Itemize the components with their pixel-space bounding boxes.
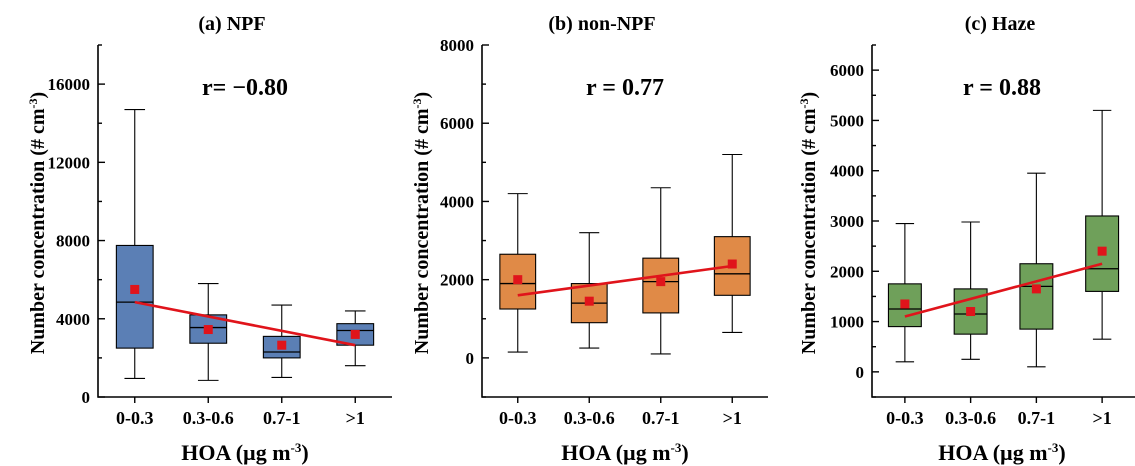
box-iqr [499,253,537,310]
panel-title: (c) Haze [965,13,1036,35]
mean-marker [966,307,976,317]
y-tick-label: 2000 [440,271,474,290]
y-tick-label: 1000 [830,313,864,332]
x-tick-label: 0-0.3 [499,408,537,428]
x-tick-label: 0.3-0.6 [183,408,234,428]
box-plot-1 [499,193,537,353]
x-tick-label: 0-0.3 [116,408,154,428]
correlation-annotation: r = 0.77 [586,75,664,101]
mean-marker [656,277,666,287]
y-tick-label: 8000 [440,36,474,55]
x-tick-label: >1 [1092,408,1111,428]
y-tick-label: 6000 [440,114,474,133]
mean-marker [727,259,737,269]
y-tick-label: 4000 [440,192,474,211]
x-tick-label: >1 [346,408,365,428]
x-tick-label: 0.7-1 [642,408,680,428]
panel-non-npf: (b) non-NPF r = 0.77 HOA (µg m-3) Number… [410,13,768,465]
y-tick-label: 12000 [48,153,91,172]
mean-marker [900,299,910,309]
box-plot-2 [189,283,228,381]
x-tick-label: 0.7-1 [1018,408,1056,428]
panel-title: (a) NPF [198,13,265,35]
box-plot-4 [1085,109,1120,340]
mean-marker [1097,246,1107,256]
mean-marker [277,340,287,350]
panel-title: (b) non-NPF [548,13,655,35]
mean-marker [1031,284,1041,294]
correlation-annotation: r= −0.80 [202,75,288,101]
trend-line [904,262,1103,318]
y-tick-label: 2000 [830,262,864,281]
box-plot-2 [570,232,608,349]
box-iqr [115,244,154,349]
y-axis-label: Number concentration (# cm-3) [797,92,820,354]
x-axis-label: HOA (µg m-3) [938,440,1065,465]
box-plot-2 [953,221,988,360]
trend-line [517,264,733,297]
x-tick-label: 0.3-0.6 [564,408,615,428]
y-tick-label: 0 [856,363,865,382]
y-tick-label: 6000 [830,61,864,80]
x-tick-label: 0-0.3 [886,408,924,428]
panel-haze: (c) Haze r = 0.88 HOA (µg m-3) Number co… [797,13,1135,465]
mean-marker [584,296,594,306]
panel-npf: (a) NPF r= −0.80 HOA (µg m-3) Number con… [26,13,392,465]
trend-line [134,300,356,347]
y-tick-label: 3000 [830,212,864,231]
y-axis-label: Number concentration (# cm-3) [410,92,433,354]
x-axis-label: HOA (µg m-3) [181,440,308,465]
box-plot-3 [1019,172,1054,368]
mean-marker [130,284,140,294]
y-tick-label: 4000 [56,310,90,329]
y-tick-label: 0 [466,349,475,368]
correlation-annotation: r = 0.88 [963,75,1041,101]
box-plot-3 [642,187,680,355]
y-tick-label: 16000 [48,75,91,94]
y-tick-label: 5000 [830,111,864,130]
mean-marker [203,325,213,335]
box-iqr [1019,263,1054,330]
mean-marker [513,275,523,285]
box-plot-4 [713,153,751,334]
box-plot-3 [262,304,301,378]
y-tick-label: 4000 [830,162,864,181]
x-tick-label: 0.3-0.6 [945,408,996,428]
x-tick-label: >1 [723,408,742,428]
x-tick-label: 0.7-1 [263,408,301,428]
box-plot-1 [887,222,922,363]
y-tick-label: 8000 [56,232,90,251]
box-plot-1 [115,108,154,379]
mean-marker [350,329,360,339]
y-axis-label: Number concentration (# cm-3) [26,92,49,354]
y-tick-label: 0 [82,388,91,407]
box-plot-4 [336,310,375,367]
box-iqr [713,236,751,296]
x-axis-label: HOA (µg m-3) [561,440,688,465]
